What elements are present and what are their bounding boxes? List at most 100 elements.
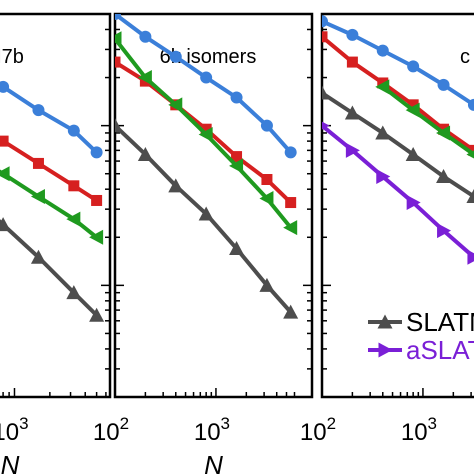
data-point-circle <box>260 119 273 132</box>
data-point-square <box>261 174 273 186</box>
data-point-triangle-up <box>89 307 105 322</box>
legend-label: SLATM <box>406 307 474 337</box>
data-point-triangle-left <box>283 220 298 236</box>
data-point-triangle-up <box>137 146 153 161</box>
data-point-square <box>322 31 328 43</box>
data-point-circle <box>322 15 328 28</box>
data-point-triangle-right <box>376 169 391 185</box>
data-point-triangle-up <box>283 304 299 319</box>
data-point-circle <box>467 98 474 111</box>
x-tick-label: 103 <box>0 414 29 446</box>
legend-background <box>366 296 474 368</box>
data-point-circle <box>200 71 213 84</box>
axes-frame <box>320 12 474 399</box>
data-point-circle <box>115 14 121 20</box>
data-point-triangle-left <box>259 190 274 206</box>
x-axis-label: N <box>204 450 223 474</box>
data-point-triangle-left <box>66 211 81 227</box>
data-point-triangle-up <box>30 249 46 264</box>
x-tick-label: 103 <box>194 414 230 446</box>
data-point-square <box>285 197 297 209</box>
panel-title: c <box>460 46 470 68</box>
data-point-triangle-left <box>89 229 104 245</box>
data-point-triangle-left <box>198 127 213 143</box>
data-point-circle <box>230 91 243 104</box>
data-point-triangle-up <box>66 285 82 300</box>
data-point-triangle-up <box>0 217 11 232</box>
x-ticks <box>2 388 107 397</box>
data-point-triangle-left <box>436 125 451 141</box>
series-line-square <box>322 35 474 153</box>
data-point-triangle-left <box>405 102 420 118</box>
legend-entry: aSLAT <box>368 335 474 365</box>
legend-entry: SLATM <box>368 307 474 337</box>
data-point-square <box>407 99 419 111</box>
data-point-triangle-up <box>322 85 330 100</box>
series-group <box>0 80 105 322</box>
data-point-triangle-right <box>322 121 330 130</box>
series-group <box>115 14 299 319</box>
y-ticks <box>115 13 312 398</box>
axes-frame <box>113 12 314 399</box>
data-point-circle <box>407 60 420 73</box>
data-point-circle <box>67 124 80 137</box>
panel-1: 103 N M7b <box>0 12 112 474</box>
axes-frame <box>0 12 112 399</box>
data-point-circle <box>437 78 450 91</box>
data-point-square <box>115 56 121 68</box>
data-point-triangle-up <box>405 146 421 161</box>
data-point-triangle-left <box>229 158 244 174</box>
data-point-circle <box>376 44 389 57</box>
data-point-square <box>0 135 9 147</box>
legend-marker-triangle-right <box>378 342 393 358</box>
data-point-circle <box>169 50 182 63</box>
data-point-triangle-up <box>229 241 245 256</box>
series-line-triangle-left <box>0 169 98 239</box>
y-ticks <box>322 13 331 398</box>
data-point-square <box>231 151 243 163</box>
x-axis-label: N <box>1 450 20 474</box>
data-point-square <box>32 157 44 169</box>
data-point-circle <box>0 80 10 93</box>
data-point-triangle-up <box>375 125 391 140</box>
data-point-triangle-left <box>115 31 122 47</box>
data-point-triangle-up <box>436 169 452 184</box>
legend-marker-triangle-up <box>377 314 393 329</box>
series-line-triangle-left <box>381 85 474 157</box>
data-point-circle <box>32 104 45 117</box>
data-point-triangle-left <box>375 79 390 95</box>
data-point-circle <box>284 146 297 159</box>
x-ticks <box>351 388 472 397</box>
data-point-triangle-right <box>437 223 452 239</box>
data-point-square <box>91 194 103 206</box>
legend-label: aSLAT <box>406 335 474 365</box>
data-point-triangle-left <box>0 166 10 182</box>
data-point-triangle-left <box>137 70 152 86</box>
data-point-triangle-left <box>30 189 45 205</box>
data-point-triangle-up <box>168 178 184 193</box>
data-point-triangle-right <box>345 142 360 158</box>
data-point-triangle-up <box>259 277 275 292</box>
data-point-triangle-up <box>344 105 360 120</box>
data-point-triangle-up <box>198 206 214 221</box>
y-ticks <box>101 13 110 398</box>
data-point-square <box>200 123 212 135</box>
data-point-circle <box>90 146 103 159</box>
data-point-square <box>346 56 358 68</box>
series-group <box>322 15 474 265</box>
x-tick-label: 102 <box>93 414 129 446</box>
data-point-triangle-up <box>466 189 474 204</box>
data-point-circle <box>139 30 152 43</box>
data-point-triangle-left <box>168 97 183 113</box>
panel-3: 102 103 c <box>300 12 474 446</box>
data-point-square <box>68 180 80 192</box>
data-point-triangle-right <box>467 249 474 265</box>
legend: SLATMaSLAT <box>366 296 474 368</box>
data-point-triangle-up <box>115 118 123 133</box>
x-tick-label: 102 <box>300 414 336 446</box>
x-ticks <box>144 388 296 397</box>
data-point-circle <box>346 28 359 41</box>
